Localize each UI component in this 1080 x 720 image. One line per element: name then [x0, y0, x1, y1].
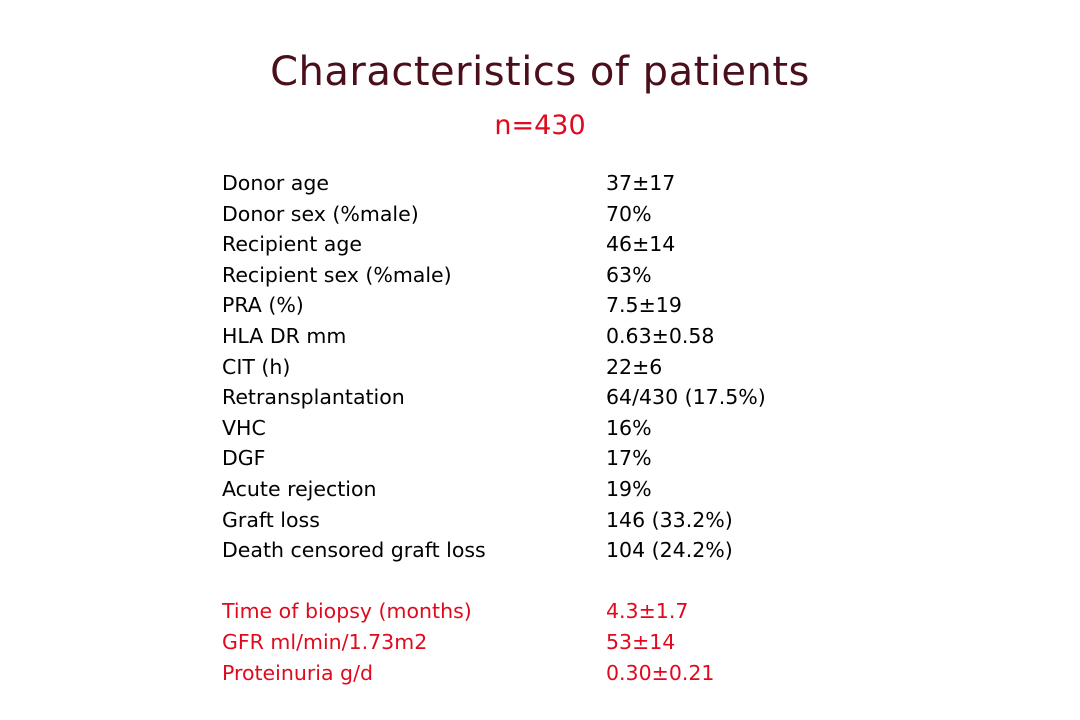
table-row: DGF 17% [222, 443, 842, 474]
row-label: GFR ml/min/1.73m2 [222, 629, 428, 654]
row-value: 46±14 [606, 232, 676, 257]
table-row: Graft loss 146 (33.2%) [222, 505, 842, 536]
table-row: Donor sex (%male) 70% [222, 199, 842, 230]
table-row: HLA DR mm 0.63±0.58 [222, 321, 842, 352]
row-value: 0.63±0.58 [606, 323, 715, 348]
row-value: 0.30±0.21 [606, 660, 715, 685]
row-value: 19% [606, 476, 652, 501]
row-label: Death censored graft loss [222, 538, 486, 563]
characteristics-table: Donor age 37±17 Donor sex (%male) 70% Reci… [222, 168, 842, 688]
table-row: VHC 16% [222, 413, 842, 444]
highlight-row: Time of biopsy (months) 4.3±1.7 [222, 596, 842, 627]
table-row: Donor age 37±17 [222, 168, 842, 199]
row-label: Donor age [222, 171, 329, 195]
table-row: CIT (h) 22±6 [222, 352, 842, 383]
table-row: Retransplantation 64/430 (17.5%) [222, 382, 842, 413]
table-row: Recipient age 46±14 [222, 229, 842, 260]
slide-title: Characteristics of patients [270, 49, 810, 95]
row-value: 37±17 [606, 171, 676, 195]
table-row: Acute rejection 19% [222, 474, 842, 505]
table-row: PRA (%) 7.5±19 [222, 290, 842, 321]
row-label: CIT (h) [222, 354, 291, 379]
row-label: Recipient sex (%male) [222, 262, 452, 287]
slide-subtitle: n=430 [494, 110, 586, 141]
row-value: 70% [606, 201, 652, 226]
row-value: 104 (24.2%) [606, 538, 733, 563]
row-label: VHC [222, 415, 266, 440]
row-label: Retransplantation [222, 385, 405, 410]
table-row: Death censored graft loss 104 (24.2%) [222, 535, 842, 566]
row-label: Proteinuria g/d [222, 660, 373, 685]
table-row: Recipient sex (%male) 63% [222, 260, 842, 291]
row-value: 64/430 (17.5%) [606, 385, 766, 410]
row-label: DGF [222, 446, 266, 471]
row-value: 16% [606, 415, 652, 440]
row-label: Recipient age [222, 232, 362, 257]
row-value: 17% [606, 446, 652, 471]
row-value: 146 (33.2%) [606, 507, 733, 532]
row-label: HLA DR mm [222, 323, 347, 348]
row-label: Donor sex (%male) [222, 201, 419, 226]
row-value: 53±14 [606, 629, 676, 654]
row-label: Time of biopsy (months) [222, 599, 472, 624]
row-value: 7.5±19 [606, 293, 682, 318]
row-label: PRA (%) [222, 293, 304, 318]
row-label: Graft loss [222, 507, 320, 532]
row-value: 22±6 [606, 354, 663, 379]
row-label: Acute rejection [222, 476, 377, 501]
highlight-row: Proteinuria g/d 0.30±0.21 [222, 658, 842, 689]
row-value: 4.3±1.7 [606, 599, 689, 624]
row-spacer [222, 566, 842, 597]
row-value: 63% [606, 262, 652, 287]
highlight-row: GFR ml/min/1.73m2 53±14 [222, 627, 842, 658]
